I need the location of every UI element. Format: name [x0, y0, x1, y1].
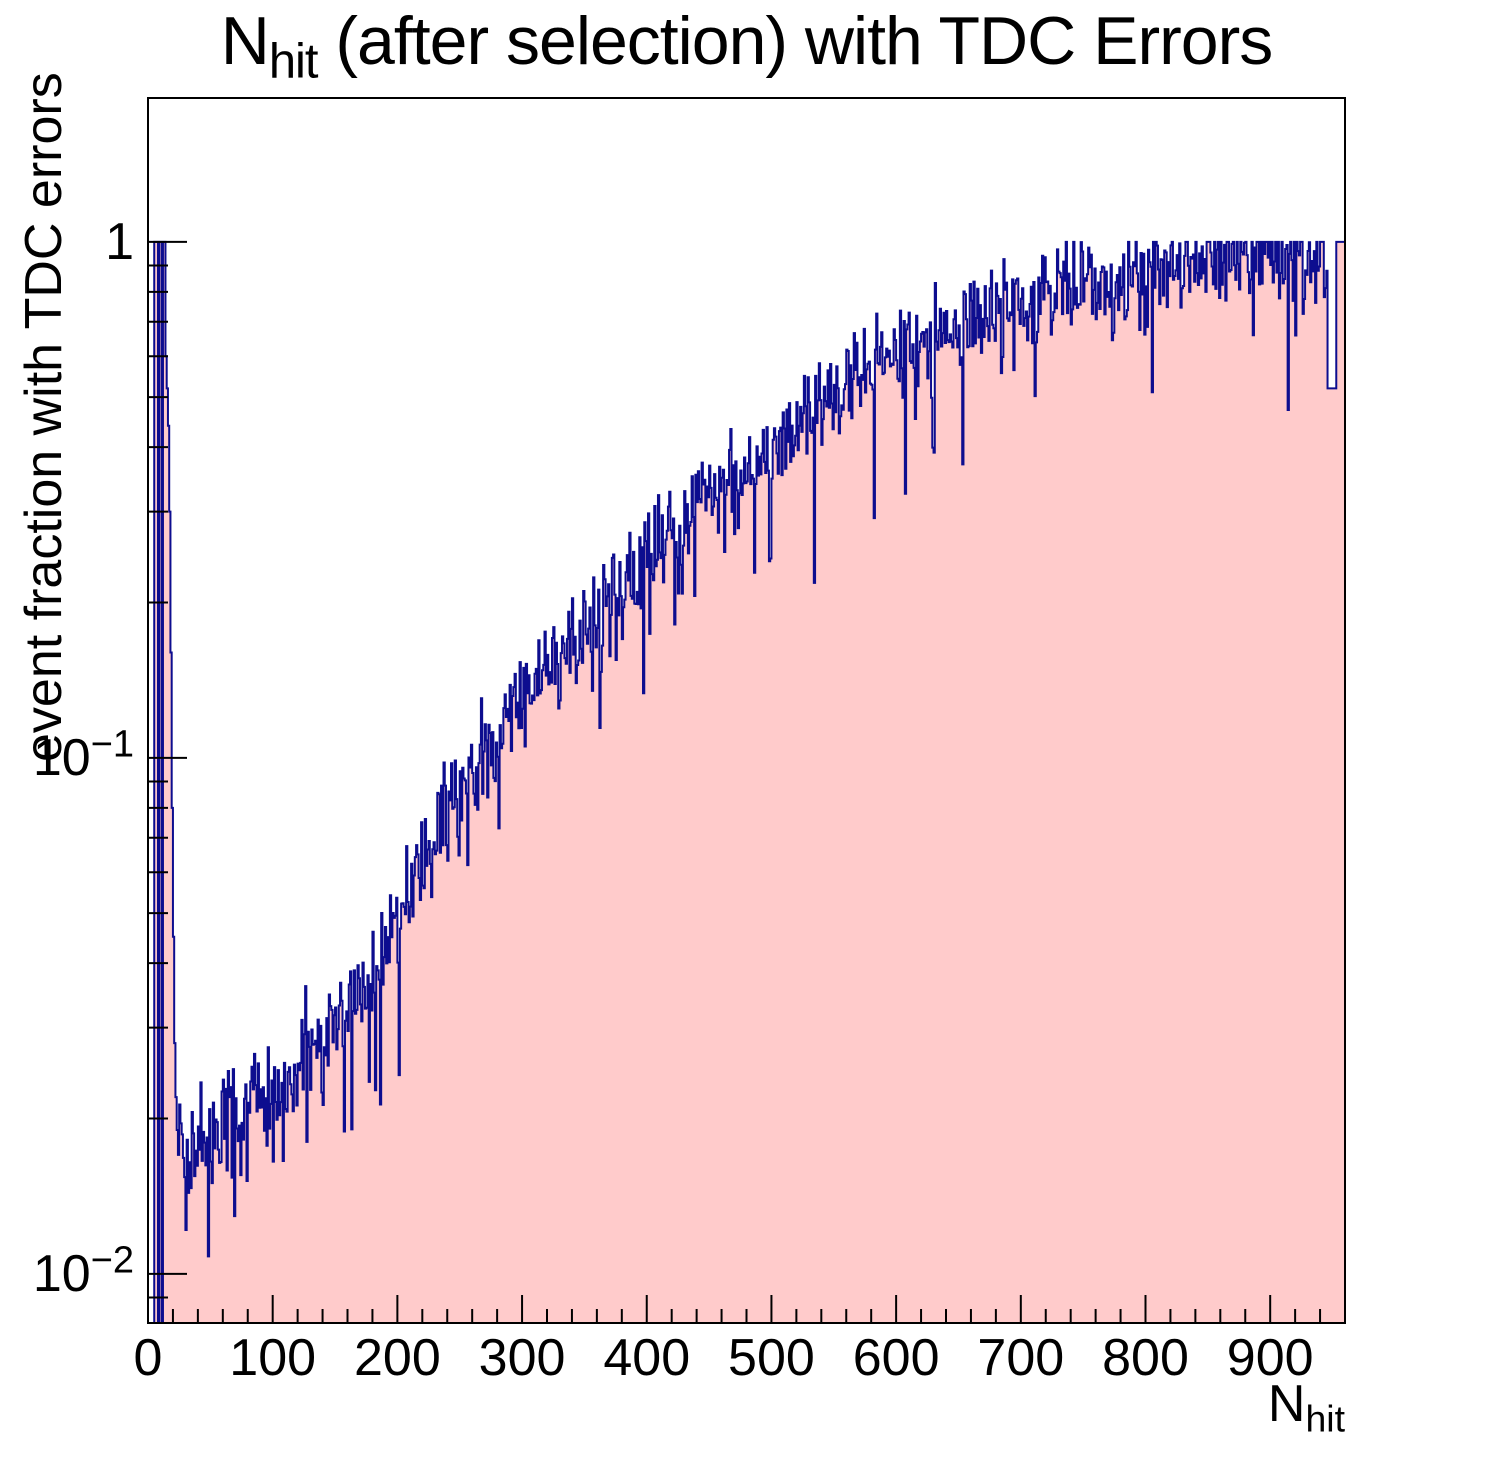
chart-title-post: (after selection) with TDC Errors	[317, 3, 1273, 79]
histogram-outline	[148, 240, 1346, 1324]
x-tick-label: 0	[133, 1329, 163, 1387]
x-tick-label: 800	[1102, 1329, 1189, 1387]
x-tick-label: 700	[977, 1329, 1065, 1387]
x-tick-label: 500	[728, 1329, 815, 1387]
x-axis-title-sub: hit	[1305, 1397, 1345, 1440]
chart-title-pre: N	[220, 3, 270, 79]
chart-title-sub: hit	[268, 34, 319, 89]
x-tick-label: 600	[852, 1329, 940, 1387]
y-tick-label: 10−1	[32, 723, 134, 787]
chart-title: Nhit (after selection) with TDC Errors	[148, 2, 1345, 86]
x-axis-title-pre: N	[1267, 1375, 1306, 1433]
x-tick-label: 900	[1226, 1329, 1314, 1387]
x-tick-label: 200	[353, 1329, 441, 1387]
x-tick-label: 300	[478, 1329, 566, 1387]
y-tick-label: 10−2	[32, 1239, 134, 1303]
x-axis-title: Nhit	[1085, 1374, 1345, 1437]
histogram-fill	[148, 241, 1345, 1324]
y-tick-label: 1	[105, 212, 134, 271]
x-tick-label: 100	[229, 1329, 317, 1387]
x-tick-label: 400	[603, 1329, 691, 1387]
